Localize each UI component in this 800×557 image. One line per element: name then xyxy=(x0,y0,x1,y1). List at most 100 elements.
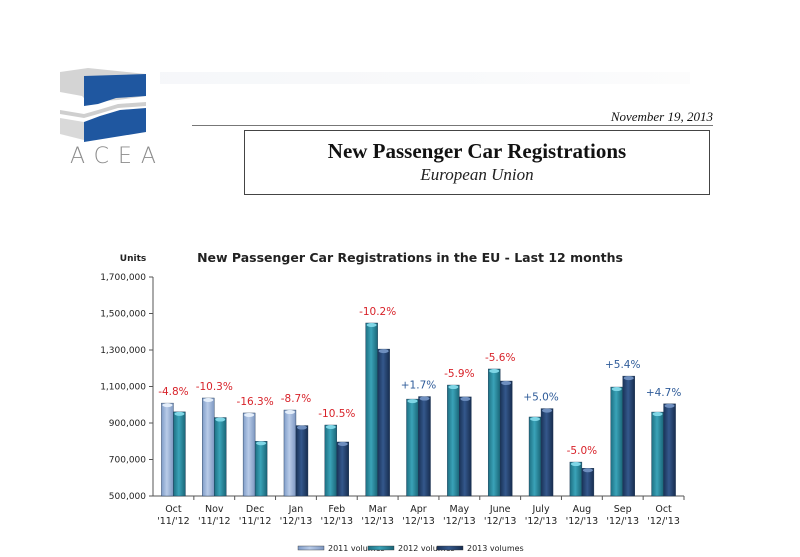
bar xyxy=(173,411,186,497)
x-category-month: Mar xyxy=(369,504,387,515)
x-category-period: '12/'13 xyxy=(484,516,517,527)
x-category-period: '12/'13 xyxy=(280,516,313,527)
bar xyxy=(406,398,419,497)
change-label: -10.3% xyxy=(196,381,233,393)
bar-cap xyxy=(582,468,593,473)
bar-cap xyxy=(284,410,295,415)
bar xyxy=(528,416,542,497)
bar-cap xyxy=(366,322,377,327)
change-label: +5.4% xyxy=(605,359,640,371)
header-divider xyxy=(192,125,713,126)
bar xyxy=(295,425,309,497)
change-label: -8.7% xyxy=(281,393,311,405)
bar xyxy=(418,396,431,497)
change-label: -4.8% xyxy=(158,386,188,398)
x-category-month: Apr xyxy=(410,504,427,515)
y-axis-label: Units xyxy=(120,254,146,264)
bar xyxy=(324,424,338,497)
bar xyxy=(377,348,390,497)
bar xyxy=(459,396,472,497)
change-label: -5.9% xyxy=(444,368,474,380)
change-labels: -4.8% -10.3%-16.3% -8.7%-10.5%-10.2%+1.7%-… xyxy=(158,306,681,457)
x-category-period: '11/'12 xyxy=(157,516,190,527)
x-category-month: Jan xyxy=(288,504,304,515)
y-tick-label: 1,500,000 xyxy=(100,310,146,320)
bar-cap xyxy=(337,441,348,446)
bar-cap xyxy=(407,399,418,404)
bar xyxy=(487,368,501,497)
legend-swatch xyxy=(436,545,464,551)
y-tick-label: 1,700,000 xyxy=(100,273,146,283)
report-date: November 19, 2013 xyxy=(610,109,713,124)
change-label: -5.0% xyxy=(567,445,597,457)
bar xyxy=(499,380,513,497)
x-category-month: Dec xyxy=(246,504,264,515)
change-label: +5.0% xyxy=(523,392,558,404)
bar-cap xyxy=(162,403,173,408)
acea-logo-icon xyxy=(60,68,146,142)
bar xyxy=(663,403,676,497)
change-label: +4.7% xyxy=(646,387,681,399)
bar-cap xyxy=(203,397,214,402)
bar-cap xyxy=(325,425,336,430)
y-tick-label: 900,000 xyxy=(109,419,146,429)
bar xyxy=(365,322,378,497)
change-label: +1.7% xyxy=(401,380,436,392)
bar xyxy=(610,386,623,497)
bar xyxy=(336,441,350,497)
x-category-period: '12/'13 xyxy=(647,516,680,527)
page-subtitle: European Union xyxy=(420,165,534,184)
legend-label: 2012 volumes xyxy=(398,544,455,553)
change-label: -5.6% xyxy=(485,352,515,364)
change-label: -16.3% xyxy=(237,396,274,408)
x-category-period: '11/'12 xyxy=(239,516,272,527)
x-category-period: '12/'13 xyxy=(606,516,639,527)
bar xyxy=(283,409,297,497)
x-category-month: July xyxy=(531,504,549,515)
x-category-month: June xyxy=(489,504,511,515)
x-category-month: Sep xyxy=(614,504,632,515)
legend-label: 2013 volumes xyxy=(467,544,524,553)
bar-cap xyxy=(215,417,226,422)
bar xyxy=(242,412,256,497)
bar xyxy=(540,408,554,497)
bar-cap xyxy=(489,368,500,373)
bar-cap xyxy=(623,376,634,381)
x-category-month: Aug xyxy=(573,504,592,515)
bar-cap xyxy=(570,462,581,467)
bar-cap xyxy=(501,381,512,386)
bar xyxy=(254,441,268,497)
title-box: New Passenger Car Registrations European… xyxy=(244,130,710,195)
x-category-period: '12/'13 xyxy=(402,516,435,527)
bar-cap xyxy=(378,349,389,354)
logo-text: ACEA xyxy=(70,144,165,169)
bar-cap xyxy=(652,412,663,417)
x-category-period: '12/'13 xyxy=(443,516,476,527)
chart-title: New Passenger Car Registrations in the E… xyxy=(197,250,623,265)
page-title: New Passenger Car Registrations xyxy=(327,139,627,163)
x-category-period: '12/'13 xyxy=(566,516,599,527)
bar-cap xyxy=(244,412,255,417)
bar xyxy=(622,375,635,497)
legend: 2011 volumes 2012 volumes 2013 volumes xyxy=(297,544,524,553)
y-tick-label: 1,100,000 xyxy=(100,383,146,393)
bar xyxy=(202,397,215,497)
bar xyxy=(651,411,664,497)
bar-cap xyxy=(460,396,471,401)
x-category-month: May xyxy=(450,504,470,515)
legend-swatch xyxy=(367,545,395,551)
bar-cap xyxy=(542,408,553,413)
bar-cap xyxy=(664,403,675,408)
y-tick-label: 700,000 xyxy=(109,456,146,466)
change-label: -10.2% xyxy=(359,306,396,318)
bar-cap xyxy=(448,385,459,390)
bar xyxy=(447,384,460,497)
bar-cap xyxy=(256,441,267,446)
x-category-month: Feb xyxy=(328,504,345,515)
bar-cap xyxy=(611,387,622,392)
y-tick-label: 500,000 xyxy=(109,492,146,502)
change-label: -10.5% xyxy=(318,408,355,420)
legend-label: 2011 volumes xyxy=(328,544,385,553)
bar xyxy=(161,402,174,497)
